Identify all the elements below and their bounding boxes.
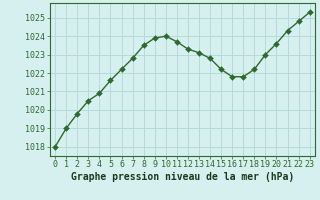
X-axis label: Graphe pression niveau de la mer (hPa): Graphe pression niveau de la mer (hPa) bbox=[71, 172, 294, 182]
